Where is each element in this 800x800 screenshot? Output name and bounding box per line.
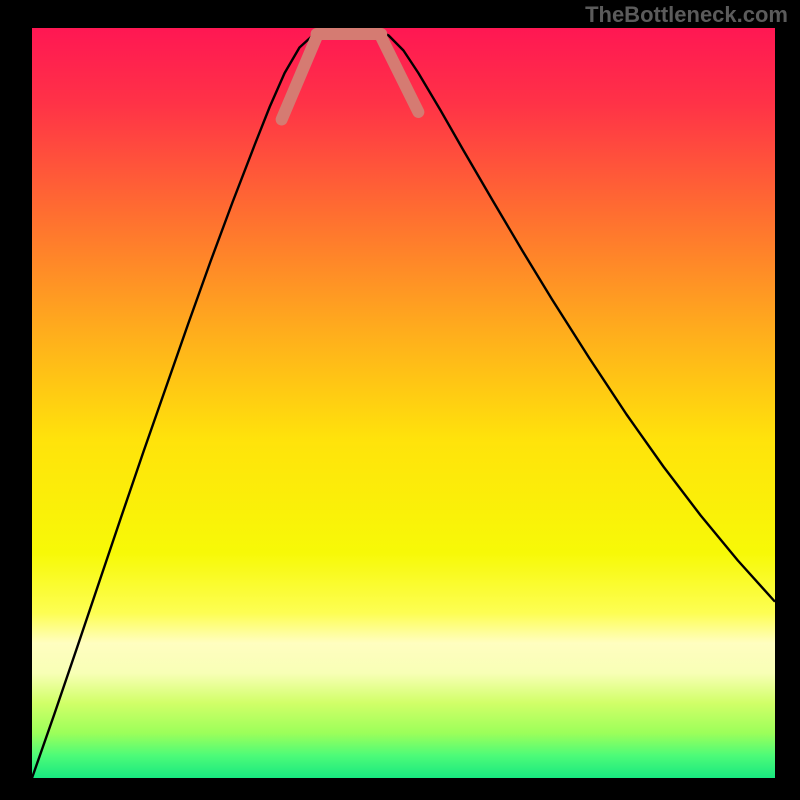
- chart-container: TheBottleneck.com: [0, 0, 800, 800]
- plot-area: [32, 28, 775, 778]
- plot-svg: [32, 28, 775, 778]
- watermark-text: TheBottleneck.com: [585, 2, 788, 28]
- gradient-background: [32, 28, 775, 778]
